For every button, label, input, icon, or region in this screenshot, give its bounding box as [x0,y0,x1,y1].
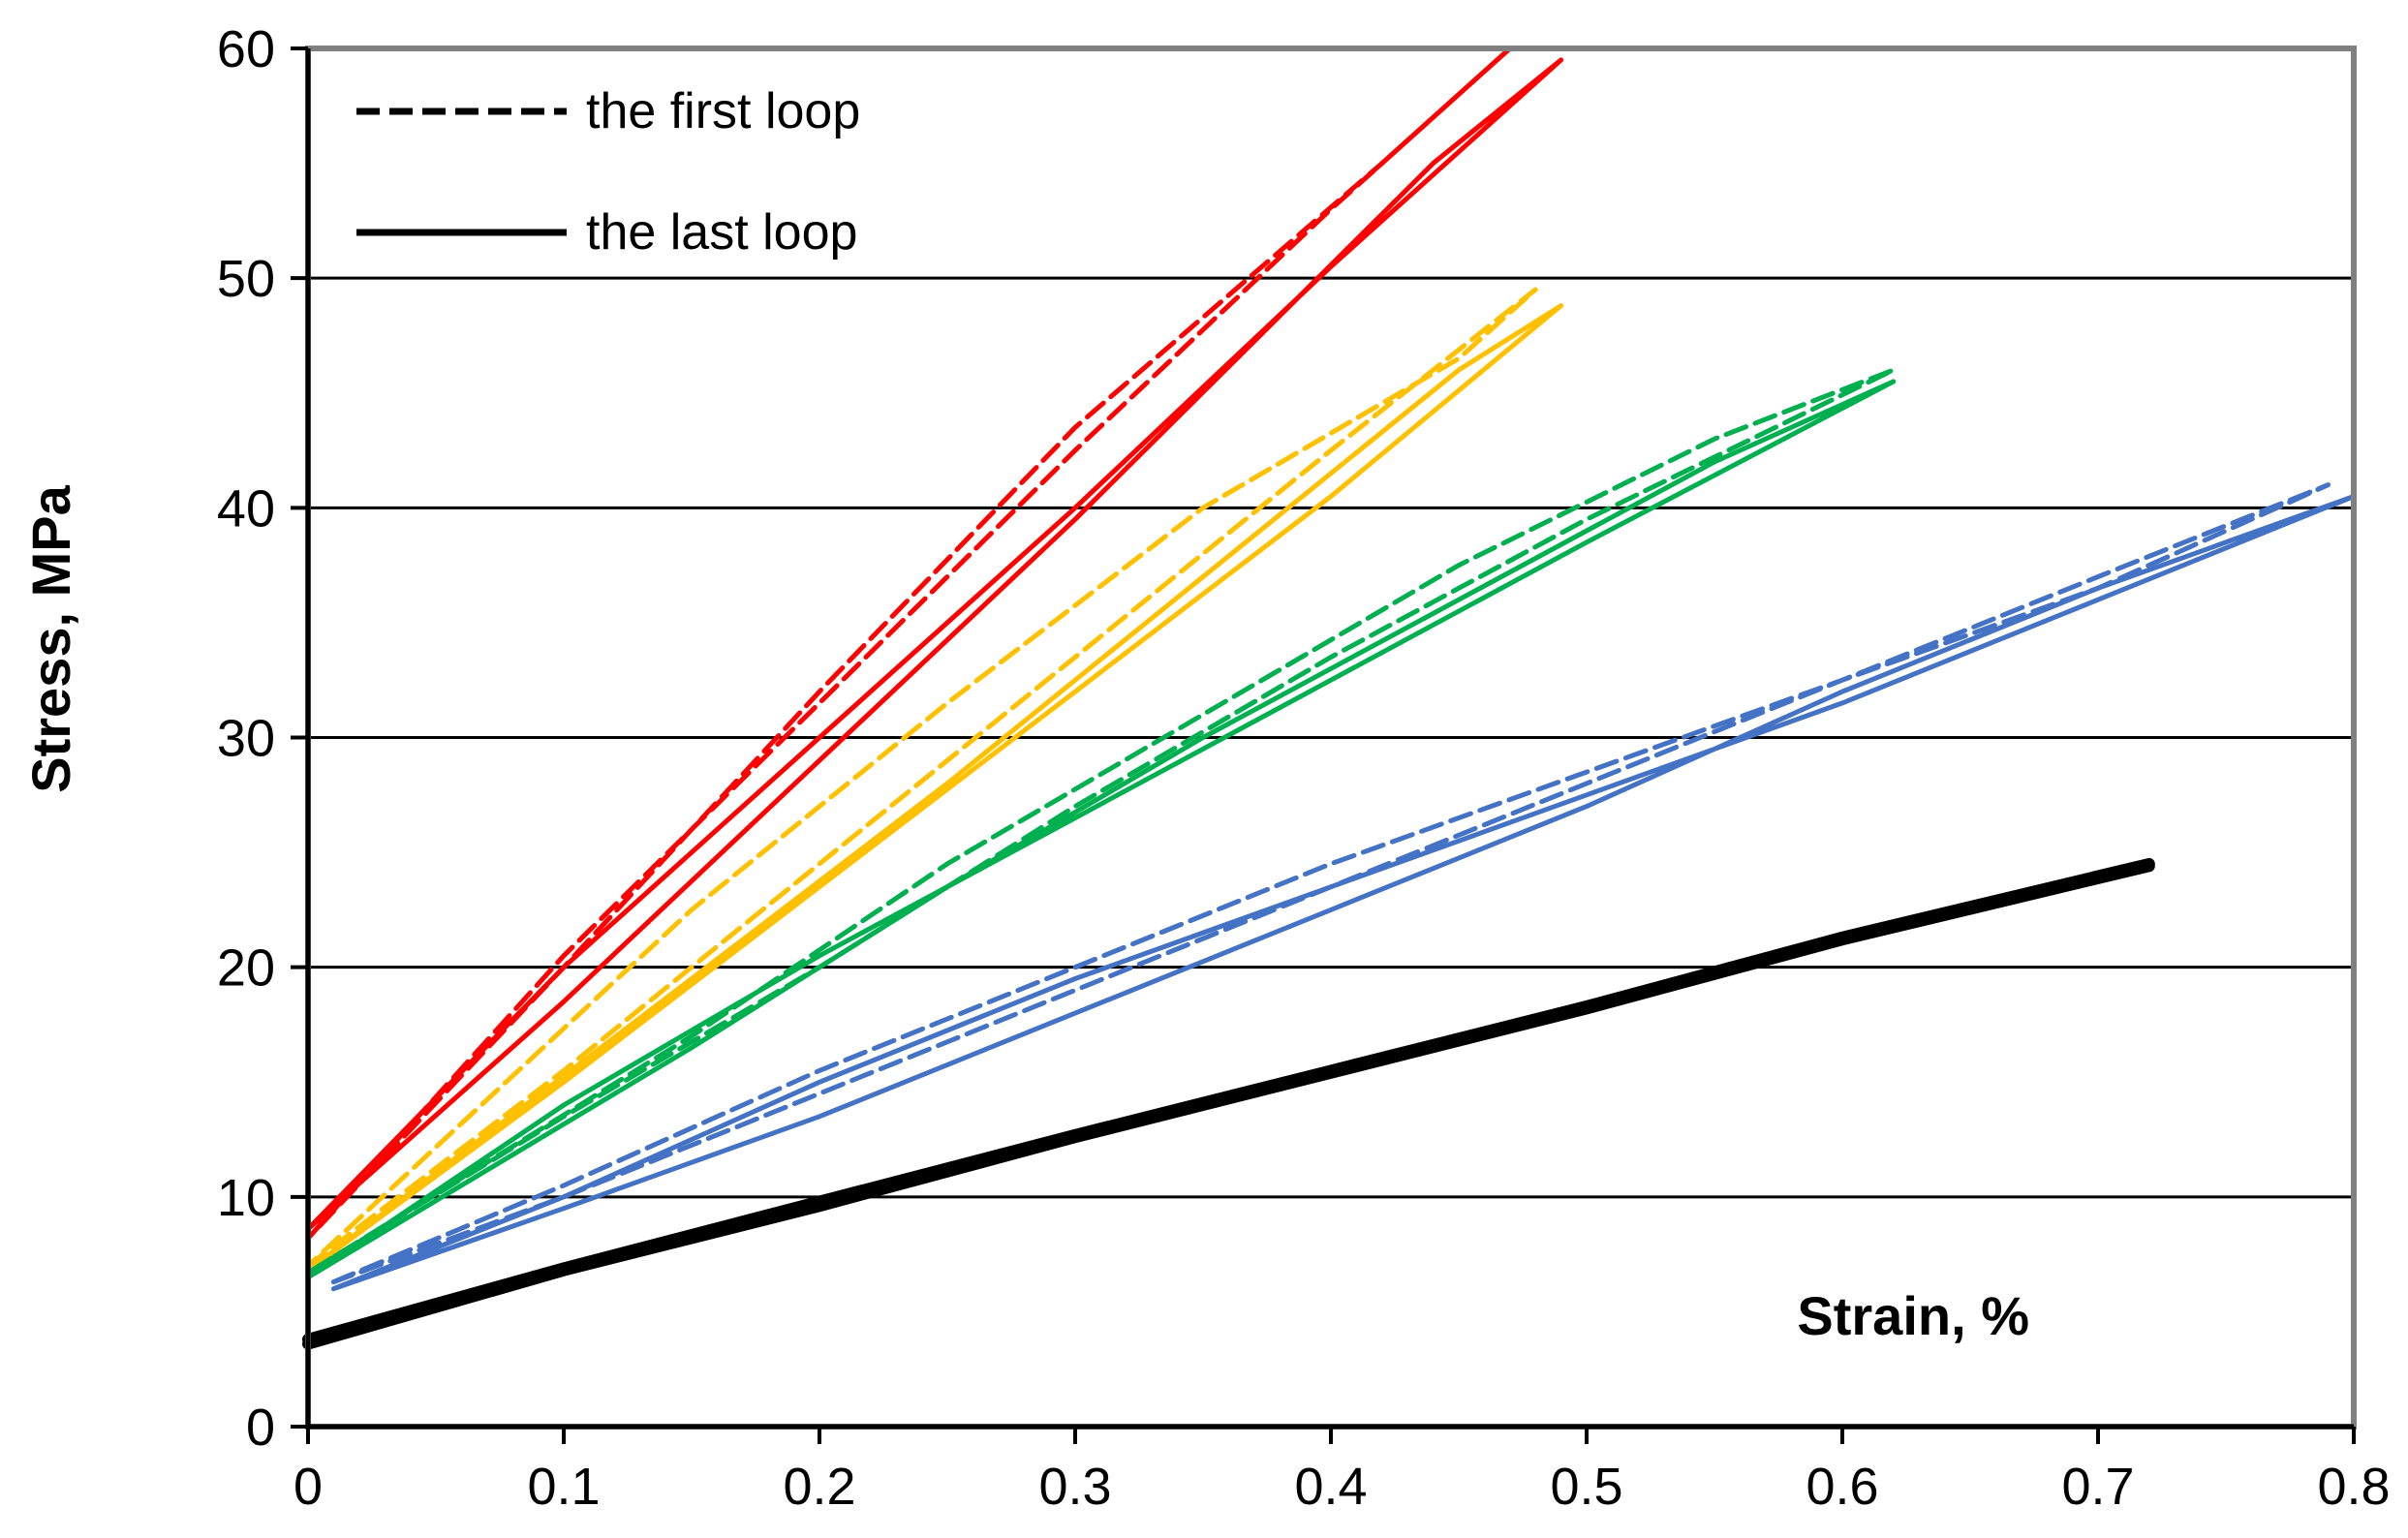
y-tick-label: 0 [246,1399,275,1457]
x-axis-title: Strain, % [1797,1285,2029,1346]
legend-label-last-loop: the last loop [586,204,857,261]
y-tick-label: 10 [217,1169,275,1227]
y-tick-label: 40 [217,479,275,538]
y-tick-label: 20 [217,939,275,998]
y-axis-title: Stress, MPa [20,484,81,792]
series-line-yellow-last-loop [305,303,1564,1274]
x-tick-label: 0.7 [2061,1458,2134,1516]
y-tick-label: 50 [217,250,275,308]
x-tick-label: 0.5 [1550,1458,1622,1516]
x-tick-label: 0 [293,1458,323,1516]
x-axis-ticks: 0 0.1 0.2 0.3 0.4 0.5 0.6 0.7 0.8 [293,1427,2391,1516]
series-line-green-last-loop [305,379,1897,1280]
series-line-black-last-loop [302,857,2155,1345]
y-tick-label: 60 [217,20,275,78]
series-line-red-last-loop [305,57,1564,1232]
x-tick-label: 0.3 [1038,1458,1111,1516]
x-tick-label: 0.2 [783,1458,855,1516]
x-tick-label: 0.4 [1294,1458,1367,1516]
series-line-yellow-first-loop [305,287,1538,1269]
legend: the first loop the last loop [356,83,860,261]
series-line-blue-first-loop [330,482,2331,1285]
y-axis-ticks: 0 10 20 30 40 50 60 [217,20,308,1457]
x-tick-label: 0.1 [527,1458,600,1516]
legend-label-first-loop: the first loop [586,83,860,139]
y-tick-label: 30 [217,710,275,768]
x-tick-label: 0.8 [2317,1458,2390,1516]
x-tick-label: 0.6 [1806,1458,1878,1516]
